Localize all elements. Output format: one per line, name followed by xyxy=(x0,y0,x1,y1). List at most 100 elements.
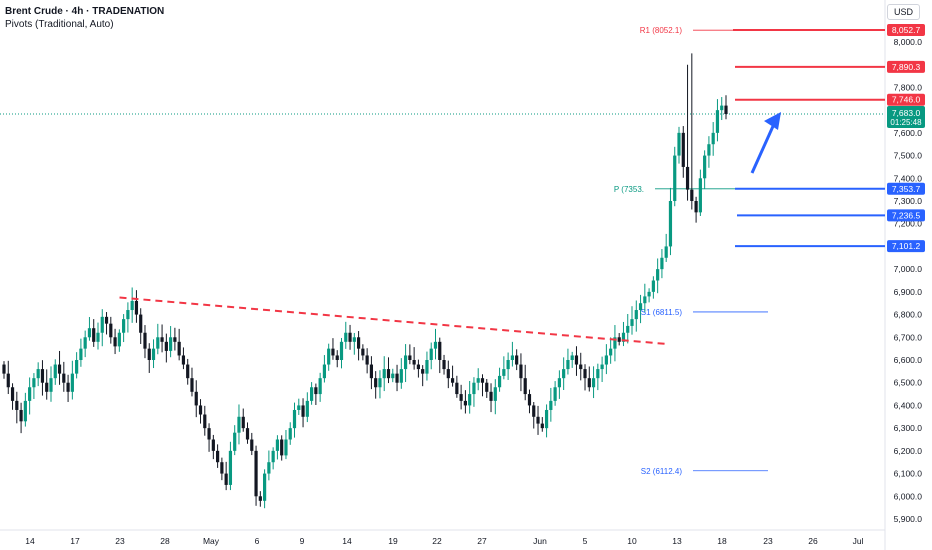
candle-body xyxy=(472,382,476,395)
candle-body xyxy=(297,405,301,410)
candle-body xyxy=(412,360,416,365)
candle-body xyxy=(668,201,673,247)
x-tick-label: 23 xyxy=(115,536,125,546)
candle-body xyxy=(194,391,198,406)
y-tick-label: 7,400.0 xyxy=(894,173,923,183)
candle-body xyxy=(117,332,121,347)
candle-body xyxy=(438,341,442,360)
candle-body xyxy=(207,428,211,440)
projection-arrow-head xyxy=(764,112,781,130)
candle-body xyxy=(109,323,113,338)
candle-body xyxy=(557,378,561,388)
candle-body xyxy=(630,319,634,326)
candle-body xyxy=(643,296,647,304)
pivot-label: P (7353. xyxy=(614,185,644,194)
last-price-value: 7,683.0 xyxy=(892,108,921,118)
x-tick-label: 19 xyxy=(388,536,398,546)
candle-body xyxy=(352,337,356,342)
candle-body xyxy=(181,355,186,365)
candle-body xyxy=(724,105,728,115)
candle-body xyxy=(715,110,720,133)
candle-body xyxy=(523,378,527,395)
candle-body xyxy=(134,300,139,315)
candle-body xyxy=(288,428,292,440)
x-tick-label: 27 xyxy=(477,536,487,546)
candle-body xyxy=(698,178,702,213)
key-level-tag xyxy=(887,209,925,222)
candle-body xyxy=(566,360,570,370)
candle-body xyxy=(395,373,399,383)
candle-body xyxy=(233,432,237,451)
y-tick-label: 6,900.0 xyxy=(894,287,923,297)
candle-body xyxy=(583,369,587,379)
currency-button[interactable]: USD xyxy=(886,4,920,20)
y-tick-label: 6,100.0 xyxy=(894,469,923,479)
key-level-label: 7,353.7 xyxy=(892,184,921,194)
candle-body xyxy=(104,316,109,324)
candle-body xyxy=(66,382,70,392)
candle-body xyxy=(147,348,151,360)
candle-body xyxy=(378,378,382,388)
candle-body xyxy=(139,314,143,333)
candle-body xyxy=(673,155,677,201)
key-level-label: 7,236.5 xyxy=(892,210,921,220)
candle-body xyxy=(703,155,707,179)
x-tick-label: 9 xyxy=(300,536,305,546)
candle-body xyxy=(480,378,485,383)
candle-body xyxy=(75,360,79,374)
candle-body xyxy=(292,409,297,429)
candle-body xyxy=(596,369,600,379)
candle-body xyxy=(536,416,540,424)
candle-body xyxy=(318,378,322,395)
y-tick-label: 7,800.0 xyxy=(894,82,923,92)
key-level-tag xyxy=(887,93,925,106)
candle-body xyxy=(604,355,608,365)
x-tick-label: 10 xyxy=(627,536,637,546)
candle-body xyxy=(250,439,254,451)
candle-body xyxy=(681,132,685,167)
y-tick-label: 6,600.0 xyxy=(894,355,923,365)
candle-body xyxy=(442,360,446,370)
candle-body xyxy=(463,400,467,406)
candle-body xyxy=(122,319,126,333)
candle-body xyxy=(10,387,15,401)
pivot-label: R1 (8052.1) xyxy=(640,26,683,35)
y-tick-label: 6,300.0 xyxy=(894,423,923,433)
x-tick-label: 5 xyxy=(583,536,588,546)
candle-body xyxy=(421,369,425,374)
x-tick-label: 14 xyxy=(25,536,35,546)
candle-body xyxy=(621,332,626,342)
candle-body xyxy=(130,300,134,311)
candle-body xyxy=(173,337,177,342)
candle-body xyxy=(690,189,694,201)
candle-body xyxy=(455,382,459,395)
y-tick-label: 6,700.0 xyxy=(894,332,923,342)
candle-body xyxy=(57,364,62,374)
key-level-label: 7,101.2 xyxy=(892,241,921,251)
y-tick-label: 5,900.0 xyxy=(894,514,923,524)
candle-body xyxy=(365,355,369,365)
candle-body xyxy=(369,364,374,379)
candle-body xyxy=(258,496,262,501)
candle-body xyxy=(634,310,638,320)
key-level-tag xyxy=(887,240,925,253)
candle-body xyxy=(515,355,519,365)
x-tick-label: 6 xyxy=(255,536,260,546)
candle-body xyxy=(100,316,104,333)
key-level-label: 7,890.3 xyxy=(892,62,921,72)
candle-body xyxy=(476,378,480,383)
candle-body xyxy=(450,378,455,383)
candle-body xyxy=(83,337,87,349)
candle-body xyxy=(28,387,32,401)
candle-body xyxy=(151,348,156,360)
candle-body xyxy=(374,378,378,388)
x-tick-label: 22 xyxy=(432,536,442,546)
candle-body xyxy=(19,409,23,422)
candle-body xyxy=(382,369,386,379)
candle-body xyxy=(237,416,241,433)
candle-body xyxy=(305,400,309,417)
key-level-label: 7,746.0 xyxy=(892,95,921,105)
candle-body xyxy=(549,400,553,410)
candle-body xyxy=(49,378,53,392)
